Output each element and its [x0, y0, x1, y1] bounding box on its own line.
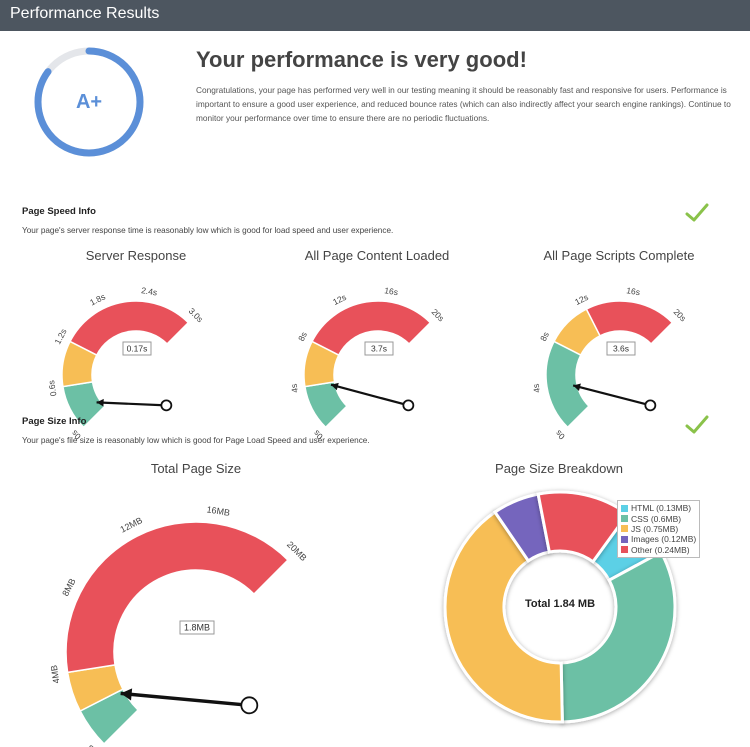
gauge-tick-label: 0MB	[85, 743, 105, 747]
gauge-needle-arrow	[573, 383, 581, 391]
gauge-scripts-complete: 0s 4s 8s 12s 16s 20s 3.6s	[531, 285, 689, 441]
legend-item[interactable]: Images (0.12MB)	[621, 534, 696, 544]
gauge-needle	[330, 383, 409, 407]
gauge-tick-label: 8s	[538, 330, 551, 343]
gauge-needle-pivot	[402, 399, 415, 412]
gauge-value-box	[122, 341, 152, 356]
gauge-title-total-size: Total Page Size	[150, 461, 242, 476]
gauge-needle-pivot	[160, 399, 173, 412]
gauge-tick-label: 3.0s	[187, 306, 205, 324]
legend-item[interactable]: CSS (0.6MB)	[621, 513, 696, 524]
gauge-band-red	[69, 300, 190, 357]
donut-center-label: Total 1.84 MB	[524, 598, 596, 610]
donut-slice[interactable]	[443, 510, 564, 724]
grade-ring-progress	[34, 47, 144, 157]
gauge-tick-label: 20s	[672, 307, 689, 324]
gauge-tick-label: 8MB	[60, 577, 77, 598]
gauge-tick-label: 12s	[573, 292, 590, 307]
legend-item[interactable]: HTML (0.13MB)	[621, 503, 696, 513]
page-speed-title: Page Speed Info	[22, 206, 96, 217]
legend-swatch	[621, 515, 628, 523]
gauge-tick-label: 12MB	[119, 515, 144, 535]
gauge-value-box	[179, 620, 215, 635]
gauge-needle-arrow	[120, 688, 133, 701]
gauge-band-green	[304, 381, 348, 429]
page-speed-description: Your page's server response time is reas…	[22, 226, 394, 235]
gauge-needle-pivot	[644, 399, 657, 412]
legend-item[interactable]: JS (0.75MB)	[621, 524, 696, 534]
gauge-value-label: 3.7s	[371, 343, 387, 353]
gauge-tick-label: 0.6s	[46, 380, 58, 397]
page-size-donut	[443, 490, 677, 724]
legend-swatch	[621, 535, 628, 543]
gauge-title-scripts-complete: All Page Scripts Complete	[543, 248, 695, 263]
gauge-needle	[120, 691, 250, 708]
gauge-value-label: 1.8MB	[184, 622, 210, 632]
results-header: Performance Results	[0, 0, 750, 31]
legend-label: CSS (0.6MB)	[631, 513, 682, 524]
page-size-title: Page Size Info	[22, 416, 87, 427]
gauge-band-red	[585, 300, 674, 345]
chart-legend: HTML (0.13MB) CSS (0.6MB) JS (0.75MB) Im…	[617, 500, 701, 558]
gauge-title-content-loaded: All Page Content Loaded	[304, 248, 450, 263]
gauge-band-red	[311, 300, 432, 357]
gauge-tick-label: 12s	[331, 292, 348, 307]
gauge-tick-label: 16s	[626, 285, 641, 297]
gauge-tick-label: 20MB	[285, 539, 309, 563]
chart-title: Page Size Breakdown	[495, 461, 623, 476]
legend-item[interactable]: Other (0.24MB)	[621, 545, 696, 555]
legend-label: Other (0.24MB)	[631, 544, 690, 555]
legend-label: JS (0.75MB)	[631, 523, 679, 534]
legend-swatch	[621, 525, 628, 533]
check-icon	[685, 203, 709, 222]
gauge-value-box	[364, 341, 394, 356]
gauge-needle-pivot	[240, 696, 259, 715]
gauge-band-red	[65, 521, 289, 674]
donut-slice[interactable]	[559, 549, 677, 724]
gauge-tick-label: 4s	[289, 383, 300, 393]
gauge-value-label: 0.17s	[127, 343, 148, 353]
gauge-tick-label: 16s	[384, 285, 399, 297]
gauge-value-label: 3.6s	[613, 343, 629, 353]
gauge-tick-label: 4s	[531, 383, 542, 393]
gauge-title-server-response: Server Response	[85, 248, 187, 263]
gauge-tick-label: 1.8s	[88, 291, 107, 307]
gauge-band-green	[545, 340, 590, 429]
performance-summary: Congratulations, your page has performed…	[196, 85, 731, 123]
gauge-tick-label: 0s	[553, 428, 566, 441]
gauge-server-response: 0s0.6s1.2s1.8s2.4s3.0s0.17s	[46, 285, 205, 442]
gauge-needle	[96, 401, 167, 407]
grade-label: A+	[75, 91, 103, 113]
check-icon	[685, 415, 709, 434]
gauge-tick-label: 1.2s	[52, 327, 68, 346]
gauge-needle-arrow	[96, 398, 104, 407]
performance-headline: Your performance is very good!	[196, 47, 527, 72]
gauge-tick-label: 16MB	[206, 504, 231, 518]
gauge-tick-label: 4MB	[49, 664, 62, 684]
gauge-tick-label: 2.4s	[141, 285, 158, 297]
legend-label: HTML (0.13MB)	[631, 503, 692, 514]
gauge-tick-label: 8s	[296, 330, 309, 343]
gauge-tick-label: 20s	[430, 307, 447, 324]
legend-swatch	[621, 546, 628, 554]
gauge-value-box	[606, 341, 636, 356]
legend-swatch	[621, 504, 628, 512]
legend-label: Images (0.12MB)	[631, 534, 697, 545]
grade-ring	[34, 47, 144, 157]
page-title: Performance Results	[10, 5, 160, 22]
page-size-description: Your page's file size is reasonably low …	[22, 436, 370, 445]
gauge-total-page-size: 0MB 4MB 8MB 12MB 16MB 20MB 1.8MB	[49, 504, 309, 747]
gauge-needle	[572, 384, 651, 407]
gauge-needle-arrow	[330, 382, 339, 391]
